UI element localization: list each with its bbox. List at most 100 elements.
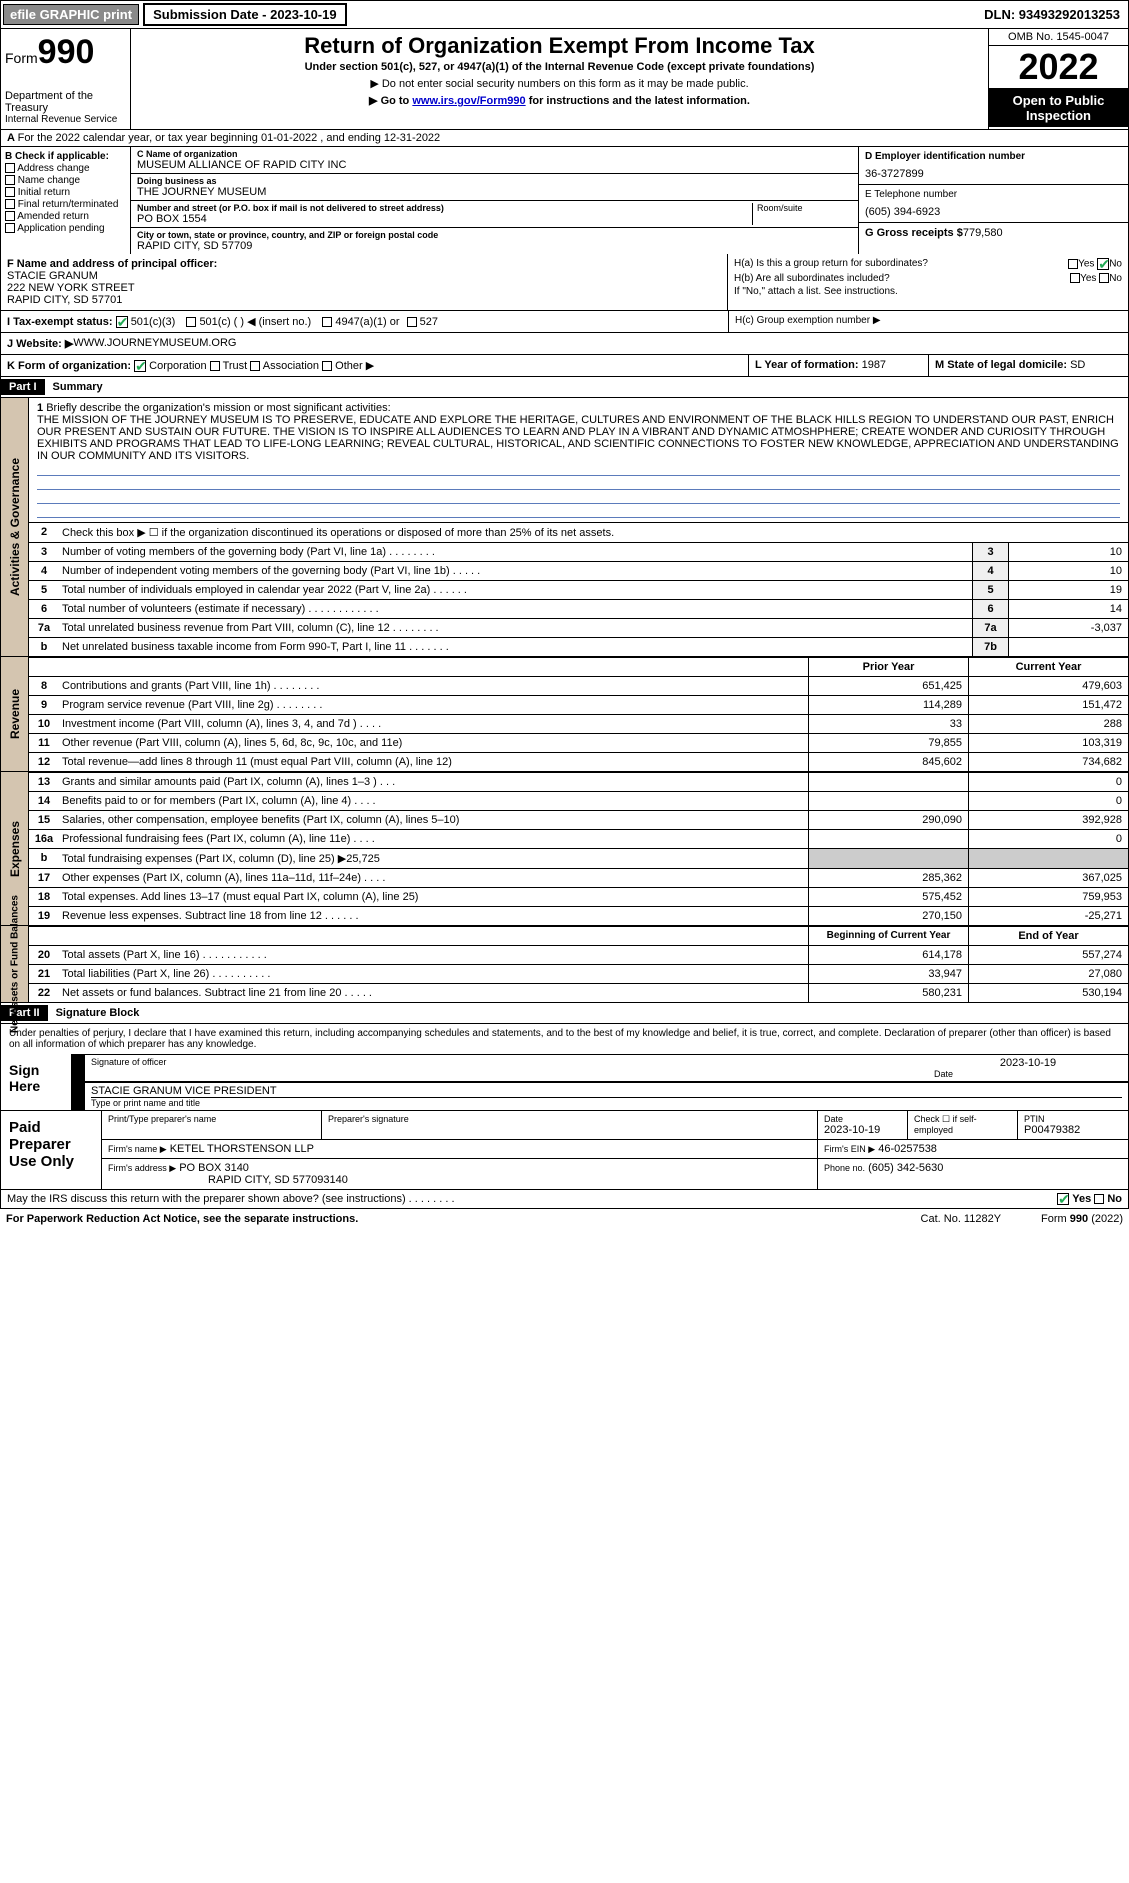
- org-name-label: C Name of organization: [137, 149, 852, 159]
- top-bar: efile GRAPHIC print Submission Date - 20…: [0, 0, 1129, 29]
- subtitle-1: Under section 501(c), 527, or 4947(a)(1)…: [135, 61, 984, 73]
- l15-prior: 290,090: [808, 811, 968, 829]
- website-value: WWW.JOURNEYMUSEUM.ORG: [73, 337, 236, 350]
- ptin-label: PTIN: [1024, 1114, 1122, 1124]
- check-501c[interactable]: [186, 317, 196, 327]
- cat-number: Cat. No. 11282Y: [921, 1213, 1002, 1225]
- irs-label: Internal Revenue Service: [5, 114, 126, 125]
- check-4947[interactable]: [322, 317, 332, 327]
- prep-date: 2023-10-19: [824, 1124, 901, 1136]
- arrow-icon: [71, 1083, 85, 1110]
- firm-name: KETEL THORSTENSON LLP: [170, 1143, 314, 1155]
- submission-date-button[interactable]: Submission Date - 2023-10-19: [143, 3, 347, 26]
- ha-yes[interactable]: [1068, 259, 1078, 269]
- check-address-change[interactable]: [5, 163, 15, 173]
- sign-here-label: Sign Here: [1, 1054, 71, 1110]
- officer-addr1: 222 NEW YORK STREET: [7, 282, 721, 294]
- beg-year-hdr: Beginning of Current Year: [808, 927, 968, 945]
- check-527[interactable]: [407, 317, 417, 327]
- line4-val: 10: [1008, 562, 1128, 580]
- subtitle-3: ▶ Go to www.irs.gov/Form990 for instruct…: [135, 94, 984, 107]
- l10-curr: 288: [968, 715, 1128, 733]
- line3-val: 10: [1008, 543, 1128, 561]
- form-footer: Form 990 (2022): [1041, 1213, 1123, 1225]
- firm-phone-label: Phone no.: [824, 1163, 865, 1173]
- addr-value: PO BOX 1554: [137, 213, 752, 225]
- open-public-label: Open to Public Inspection: [989, 89, 1128, 127]
- side-expenses: Expenses: [8, 821, 22, 877]
- omb-number: OMB No. 1545-0047: [989, 29, 1128, 46]
- line16b: Total fundraising expenses (Part IX, col…: [59, 849, 808, 868]
- main-info-block: B Check if applicable: Address change Na…: [0, 147, 1129, 254]
- netassets-section: Net Assets or Fund Balances Beginning of…: [0, 926, 1129, 1003]
- line12: Total revenue—add lines 8 through 11 (mu…: [59, 753, 808, 771]
- paid-preparer-label: Paid Preparer Use Only: [1, 1111, 101, 1189]
- discuss-yes[interactable]: [1057, 1193, 1069, 1205]
- row-a-tax-year: A For the 2022 calendar year, or tax yea…: [0, 130, 1129, 147]
- l13-curr: 0: [968, 773, 1128, 791]
- line15: Salaries, other compensation, employee b…: [59, 811, 808, 829]
- line17: Other expenses (Part IX, column (A), lin…: [59, 869, 808, 887]
- check-initial-return[interactable]: [5, 187, 15, 197]
- final-footer: For Paperwork Reduction Act Notice, see …: [0, 1209, 1129, 1229]
- check-assoc[interactable]: [250, 361, 260, 371]
- tax-exempt-label: I Tax-exempt status:: [7, 316, 113, 328]
- firm-addr: PO BOX 3140: [179, 1162, 249, 1174]
- line7b: Net unrelated business taxable income fr…: [59, 638, 972, 656]
- prep-date-label: Date: [824, 1114, 901, 1124]
- form-number: 990: [38, 33, 95, 71]
- check-amended[interactable]: [5, 211, 15, 221]
- website-label: J Website: ▶: [7, 337, 73, 350]
- line13: Grants and similar amounts paid (Part IX…: [59, 773, 808, 791]
- dba-label: Doing business as: [137, 176, 852, 186]
- hb-yes[interactable]: [1070, 273, 1080, 283]
- irs-link[interactable]: www.irs.gov/Form990: [412, 95, 525, 107]
- firm-ein-label: Firm's EIN ▶: [824, 1144, 875, 1154]
- org-name: MUSEUM ALLIANCE OF RAPID CITY INC: [137, 159, 852, 171]
- end-year-hdr: End of Year: [968, 927, 1128, 945]
- side-netassets: Net Assets or Fund Balances: [9, 895, 20, 1033]
- l21-prior: 33,947: [808, 965, 968, 983]
- gross-value: 779,580: [963, 227, 1003, 239]
- addr-label: Number and street (or P.O. box if mail i…: [137, 203, 752, 213]
- dept-treasury: Department of the Treasury: [5, 90, 126, 114]
- hb-row: H(b) Are all subordinates included? Yes …: [734, 273, 1122, 284]
- l11-curr: 103,319: [968, 734, 1128, 752]
- check-501c3[interactable]: [116, 316, 128, 328]
- check-application[interactable]: [5, 223, 15, 233]
- l20-prior: 614,178: [808, 946, 968, 964]
- l22-curr: 530,194: [968, 984, 1128, 1002]
- row-k: K Form of organization: Corporation Trus…: [0, 355, 1129, 377]
- l20-curr: 557,274: [968, 946, 1128, 964]
- l19-curr: -25,271: [968, 907, 1128, 925]
- l8-curr: 479,603: [968, 677, 1128, 695]
- paperwork-notice: For Paperwork Reduction Act Notice, see …: [6, 1213, 358, 1225]
- mission-label: Briefly describe the organization's miss…: [46, 402, 390, 414]
- hb-no[interactable]: [1099, 273, 1109, 283]
- ha-no[interactable]: [1097, 258, 1109, 270]
- check-name-change[interactable]: [5, 175, 15, 185]
- officer-addr2: RAPID CITY, SD 57701: [7, 294, 721, 306]
- sig-name-label: Type or print name and title: [91, 1098, 1122, 1108]
- line6: Total number of volunteers (estimate if …: [59, 600, 972, 618]
- check-other[interactable]: [322, 361, 332, 371]
- check-corp[interactable]: [134, 360, 146, 372]
- tel-value: (605) 394-6923: [865, 206, 1122, 218]
- check-final-return[interactable]: [5, 199, 15, 209]
- firm-addr-label: Firm's address ▶: [108, 1163, 176, 1173]
- revenue-section: Revenue Prior YearCurrent Year 8Contribu…: [0, 657, 1129, 772]
- sig-date-val: 2023-10-19: [934, 1057, 1122, 1069]
- line6-val: 14: [1008, 600, 1128, 618]
- check-trust[interactable]: [210, 361, 220, 371]
- part1-header: Part ISummary: [0, 377, 1129, 398]
- l14-prior: [808, 792, 968, 810]
- efile-button[interactable]: efile GRAPHIC print: [3, 4, 139, 25]
- curr-year-hdr: Current Year: [968, 658, 1128, 676]
- subtitle-2: ▶ Do not enter social security numbers o…: [135, 77, 984, 90]
- l12-curr: 734,682: [968, 753, 1128, 771]
- year-formation: 1987: [862, 359, 886, 371]
- dln-text: DLN: 93493292013253: [984, 7, 1126, 22]
- state-domicile: SD: [1070, 359, 1085, 371]
- tax-year: 2022: [989, 46, 1128, 89]
- discuss-no[interactable]: [1094, 1194, 1104, 1204]
